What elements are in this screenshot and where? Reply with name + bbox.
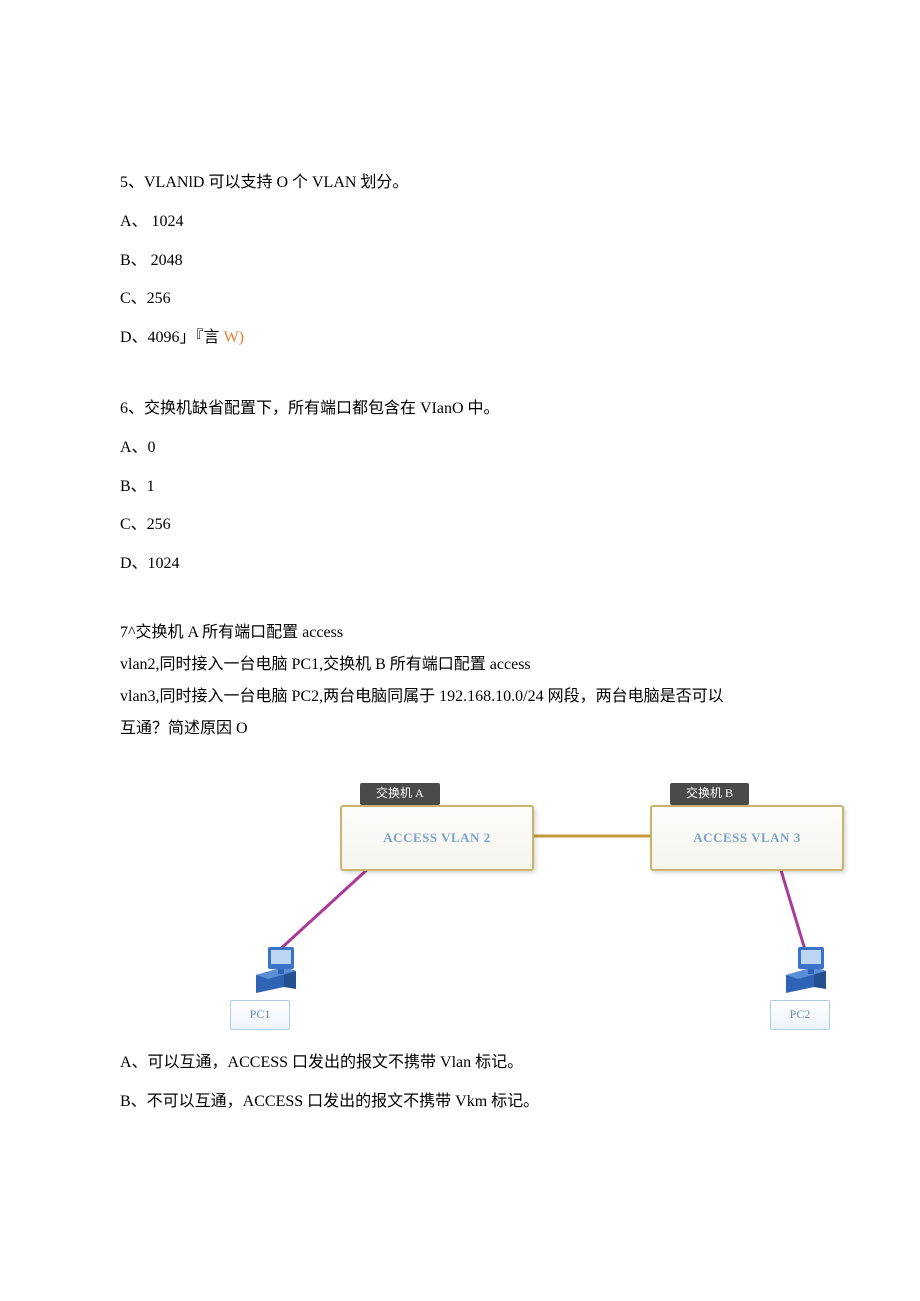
q5-d-annotation: W) bbox=[224, 329, 244, 346]
spacer bbox=[120, 359, 800, 391]
q7-option-a: A、可以互通，ACCESS 口发出的报文不携带 Vlan 标记。 bbox=[120, 1045, 800, 1082]
document-page: 5、VLANlD 可以支持 O 个 VLAN 划分。 A、 1024 B、 20… bbox=[0, 0, 920, 1183]
q5-option-d: D、4096」『言 W) bbox=[120, 320, 800, 357]
q5-option-b: B、 2048 bbox=[120, 243, 800, 280]
switch-a-box: ACCESS VLAN 2 bbox=[340, 805, 534, 871]
switch-b-box: ACCESS VLAN 3 bbox=[650, 805, 844, 871]
q7-line3: vlan3,同时接入一台电脑 PC2,两台电脑同属于 192.168.10.0/… bbox=[120, 681, 800, 713]
q6-option-b: B、1 bbox=[120, 469, 800, 506]
network-diagram: 交换机 A ACCESS VLAN 2 交换机 B ACCESS VLAN 3 … bbox=[220, 775, 900, 1035]
q5-option-a: A、 1024 bbox=[120, 204, 800, 241]
switch-b-title: 交换机 B bbox=[670, 783, 749, 805]
switch-a-vlan-label: ACCESS VLAN 2 bbox=[383, 823, 490, 853]
switch-a-title: 交换机 A bbox=[360, 783, 440, 805]
q6-option-a: A、0 bbox=[120, 430, 800, 467]
wire-pc1 bbox=[276, 867, 370, 953]
wire-pc2 bbox=[780, 867, 806, 953]
pc2-label: PC2 bbox=[770, 1000, 830, 1030]
q6-option-d: D、1024 bbox=[120, 546, 800, 583]
q6-option-c: C、256 bbox=[120, 507, 800, 544]
pc1-icon bbox=[250, 945, 302, 993]
pc2-icon bbox=[780, 945, 832, 993]
q7-line1: 7^交换机 A 所有端口配置 access bbox=[120, 617, 800, 649]
q5-option-c: C、256 bbox=[120, 281, 800, 318]
q5-d-text: D、4096」『言 bbox=[120, 329, 224, 346]
switch-b-vlan-label: ACCESS VLAN 3 bbox=[693, 823, 800, 853]
q7-option-b: B、不可以互通，ACCESS 口发出的报文不携带 Vkm 标记。 bbox=[120, 1084, 800, 1121]
q6-stem: 6、交换机缺省配置下，所有端口都包含在 VIanO 中。 bbox=[120, 391, 800, 428]
q7-stem: 7^交换机 A 所有端口配置 access vlan2,同时接入一台电脑 PC1… bbox=[120, 617, 800, 745]
q7-line2: vlan2,同时接入一台电脑 PC1,交换机 B 所有端口配置 access bbox=[120, 649, 800, 681]
spacer bbox=[120, 585, 800, 617]
q7-line4: 互通？简述原因 O bbox=[120, 713, 800, 745]
pc1-label: PC1 bbox=[230, 1000, 290, 1030]
q5-stem: 5、VLANlD 可以支持 O 个 VLAN 划分。 bbox=[120, 165, 800, 202]
